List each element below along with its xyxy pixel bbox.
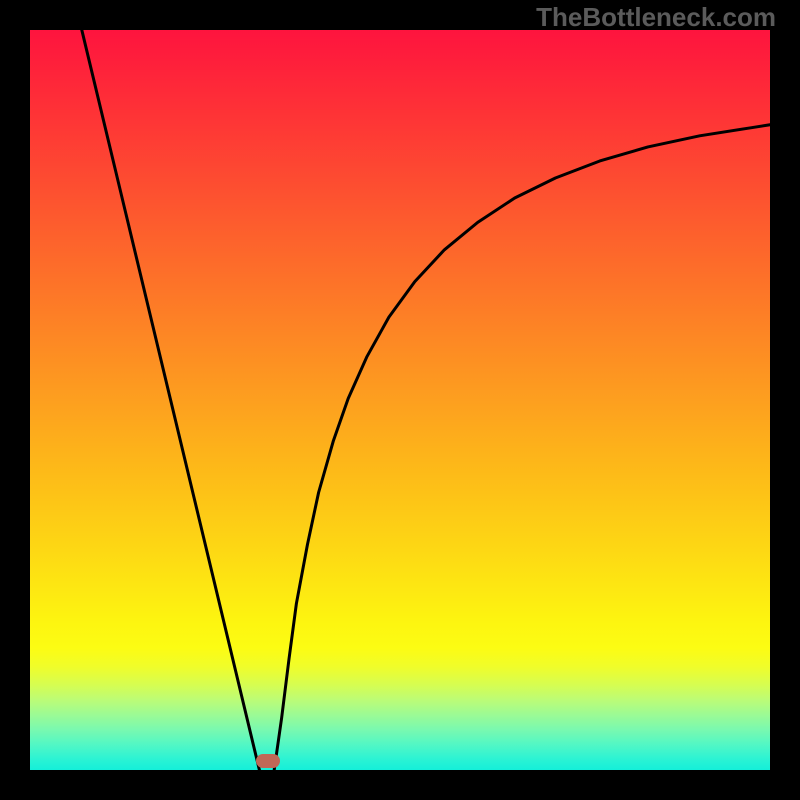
bottleneck-curve [0,0,800,800]
min-marker [256,754,280,768]
chart-container: TheBottleneck.com [0,0,800,800]
